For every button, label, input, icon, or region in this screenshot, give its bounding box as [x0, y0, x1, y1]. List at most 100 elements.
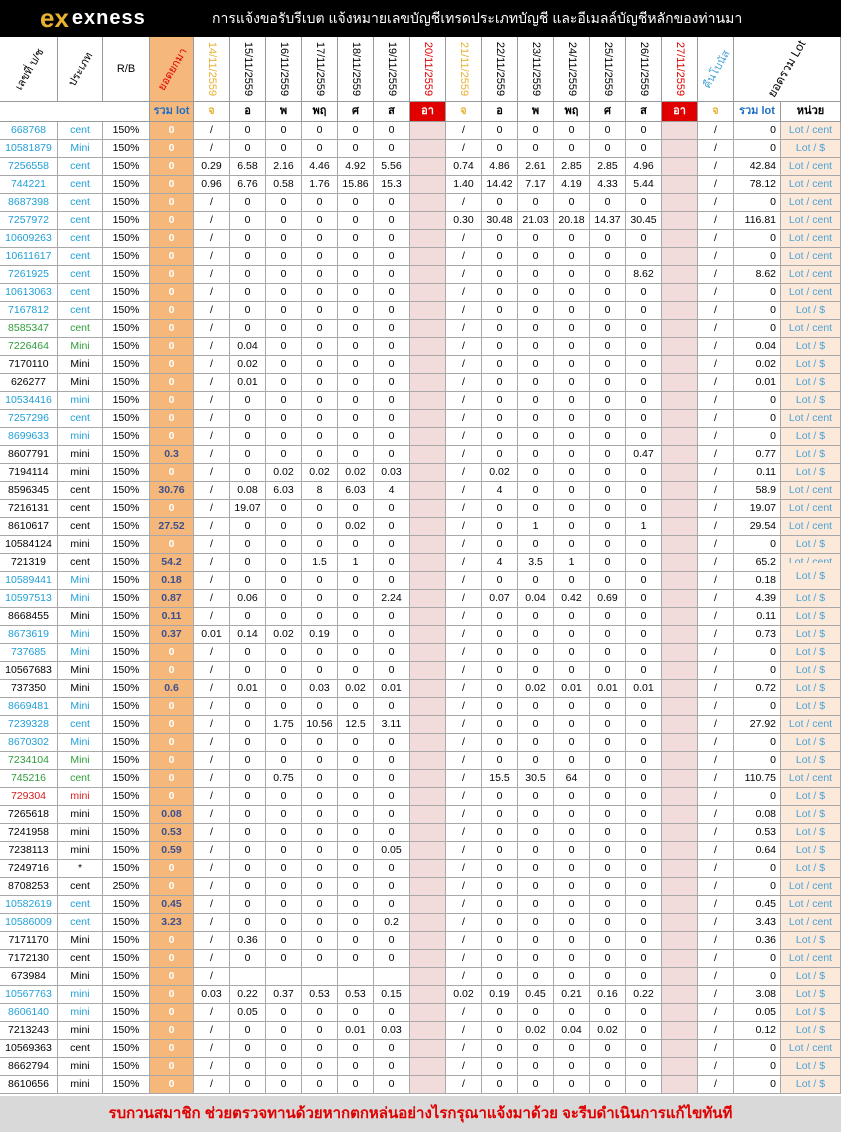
- day-lot: /: [194, 968, 230, 986]
- sunday-cell: [410, 590, 446, 608]
- day-lot: 0: [554, 1004, 590, 1022]
- pending-lot: 0.3: [150, 446, 194, 464]
- day-lot: 0: [482, 428, 518, 446]
- sunday-cell: [410, 644, 446, 662]
- sunday-cell: [410, 968, 446, 986]
- account-number: 7171170: [0, 932, 58, 950]
- exness-logo: ex exness: [40, 4, 146, 32]
- sunday-cell: [410, 338, 446, 356]
- day-lot: 0: [626, 914, 662, 932]
- day-lot: 0: [518, 428, 554, 446]
- rebate-rate: 150%: [103, 356, 150, 374]
- day-lot: 0: [554, 698, 590, 716]
- account-number: 8687398: [0, 194, 58, 212]
- unit-label: Lot / $: [781, 302, 841, 320]
- total-lot: 0: [734, 302, 781, 320]
- header-type-label: ประเภท: [66, 50, 96, 89]
- day-lot: 0: [338, 662, 374, 680]
- day-lot: 0: [518, 1076, 554, 1094]
- day-lot: 7.17: [518, 176, 554, 194]
- day-lot: 0: [554, 446, 590, 464]
- day-lot: 0: [590, 1004, 626, 1022]
- refund-cell: /: [698, 338, 734, 356]
- total-lot: 0: [734, 230, 781, 248]
- day-lot: 0: [302, 392, 338, 410]
- total-lot: 0.18: [734, 572, 781, 590]
- day-lot: 1: [338, 554, 374, 572]
- day-lot: 0: [302, 608, 338, 626]
- day-lot: 0: [626, 1076, 662, 1094]
- header-date: 16/11/2559: [266, 37, 302, 102]
- unit-label: Lot / $: [781, 563, 841, 590]
- account-type: cent: [58, 158, 103, 176]
- sunday-cell: [410, 518, 446, 536]
- day-lot: 0: [302, 122, 338, 140]
- day-lot: /: [194, 356, 230, 374]
- day-lot: 0: [590, 266, 626, 284]
- pending-lot: 0: [150, 374, 194, 392]
- total-lot: 0: [734, 140, 781, 158]
- day-lot: 0: [482, 284, 518, 302]
- day-lot: 0: [230, 896, 266, 914]
- refund-cell: /: [698, 194, 734, 212]
- day-lot: 0: [266, 230, 302, 248]
- pending-lot: 0: [150, 986, 194, 1004]
- day-lot: /: [194, 140, 230, 158]
- day-lot: /: [194, 500, 230, 518]
- unit-label: Lot / cent: [781, 950, 841, 968]
- refund-cell: /: [698, 284, 734, 302]
- account-number: 8607791: [0, 446, 58, 464]
- header-refund: คืนโบนัส: [698, 37, 734, 102]
- header-date: 15/11/2559: [230, 37, 266, 102]
- sunday-cell: [662, 590, 698, 608]
- day-lot: 0: [230, 950, 266, 968]
- day-lot: 0: [374, 428, 410, 446]
- pending-lot: 0.53: [150, 824, 194, 842]
- account-number: 729304: [0, 788, 58, 806]
- day-lot: 0: [482, 896, 518, 914]
- day-lot: 0: [554, 896, 590, 914]
- refund-cell: /: [698, 806, 734, 824]
- day-lot: 0: [518, 608, 554, 626]
- sunday-cell: [662, 1022, 698, 1040]
- rebate-rate: 150%: [103, 950, 150, 968]
- refund-cell: /: [698, 446, 734, 464]
- day-lot: 0: [482, 734, 518, 752]
- refund-cell: /: [698, 590, 734, 608]
- day-lot: 0: [482, 536, 518, 554]
- day-lot: 0.30: [446, 212, 482, 230]
- day-lot: /: [446, 752, 482, 770]
- unit-label: Lot / $: [781, 1022, 841, 1040]
- total-lot: 0: [734, 878, 781, 896]
- pending-lot: 0: [150, 212, 194, 230]
- day-lot: 0: [374, 1076, 410, 1094]
- day-lot: 0: [626, 284, 662, 302]
- day-lot: 0: [590, 716, 626, 734]
- day-lot: 0: [374, 752, 410, 770]
- sunday-cell: [410, 554, 446, 572]
- account-type: mini: [58, 536, 103, 554]
- day-lot: 0: [590, 608, 626, 626]
- header-date: 14/11/2559: [194, 37, 230, 102]
- account-number: 626277: [0, 374, 58, 392]
- day-lot: 0: [626, 572, 662, 590]
- rebate-rate: 150%: [103, 968, 150, 986]
- refund-cell: /: [698, 140, 734, 158]
- day-lot: 0: [482, 266, 518, 284]
- header-date: 22/11/2559: [482, 37, 518, 102]
- unit-label: Lot / cent: [781, 518, 841, 536]
- day-lot: 0: [374, 284, 410, 302]
- day-lot: 0: [482, 644, 518, 662]
- unit-label: Lot / $: [781, 680, 841, 698]
- total-lot: 0.73: [734, 626, 781, 644]
- account-type: Mini: [58, 356, 103, 374]
- sunday-cell: [410, 932, 446, 950]
- header-date-label: 23/11/2559: [529, 41, 542, 97]
- day-lot: 0: [374, 392, 410, 410]
- subheader-day: จ: [446, 102, 482, 122]
- sunday-cell: [662, 284, 698, 302]
- rebate-rate: 150%: [103, 140, 150, 158]
- day-lot: 21.03: [518, 212, 554, 230]
- refund-cell: /: [698, 464, 734, 482]
- rebate-rate: 150%: [103, 554, 150, 572]
